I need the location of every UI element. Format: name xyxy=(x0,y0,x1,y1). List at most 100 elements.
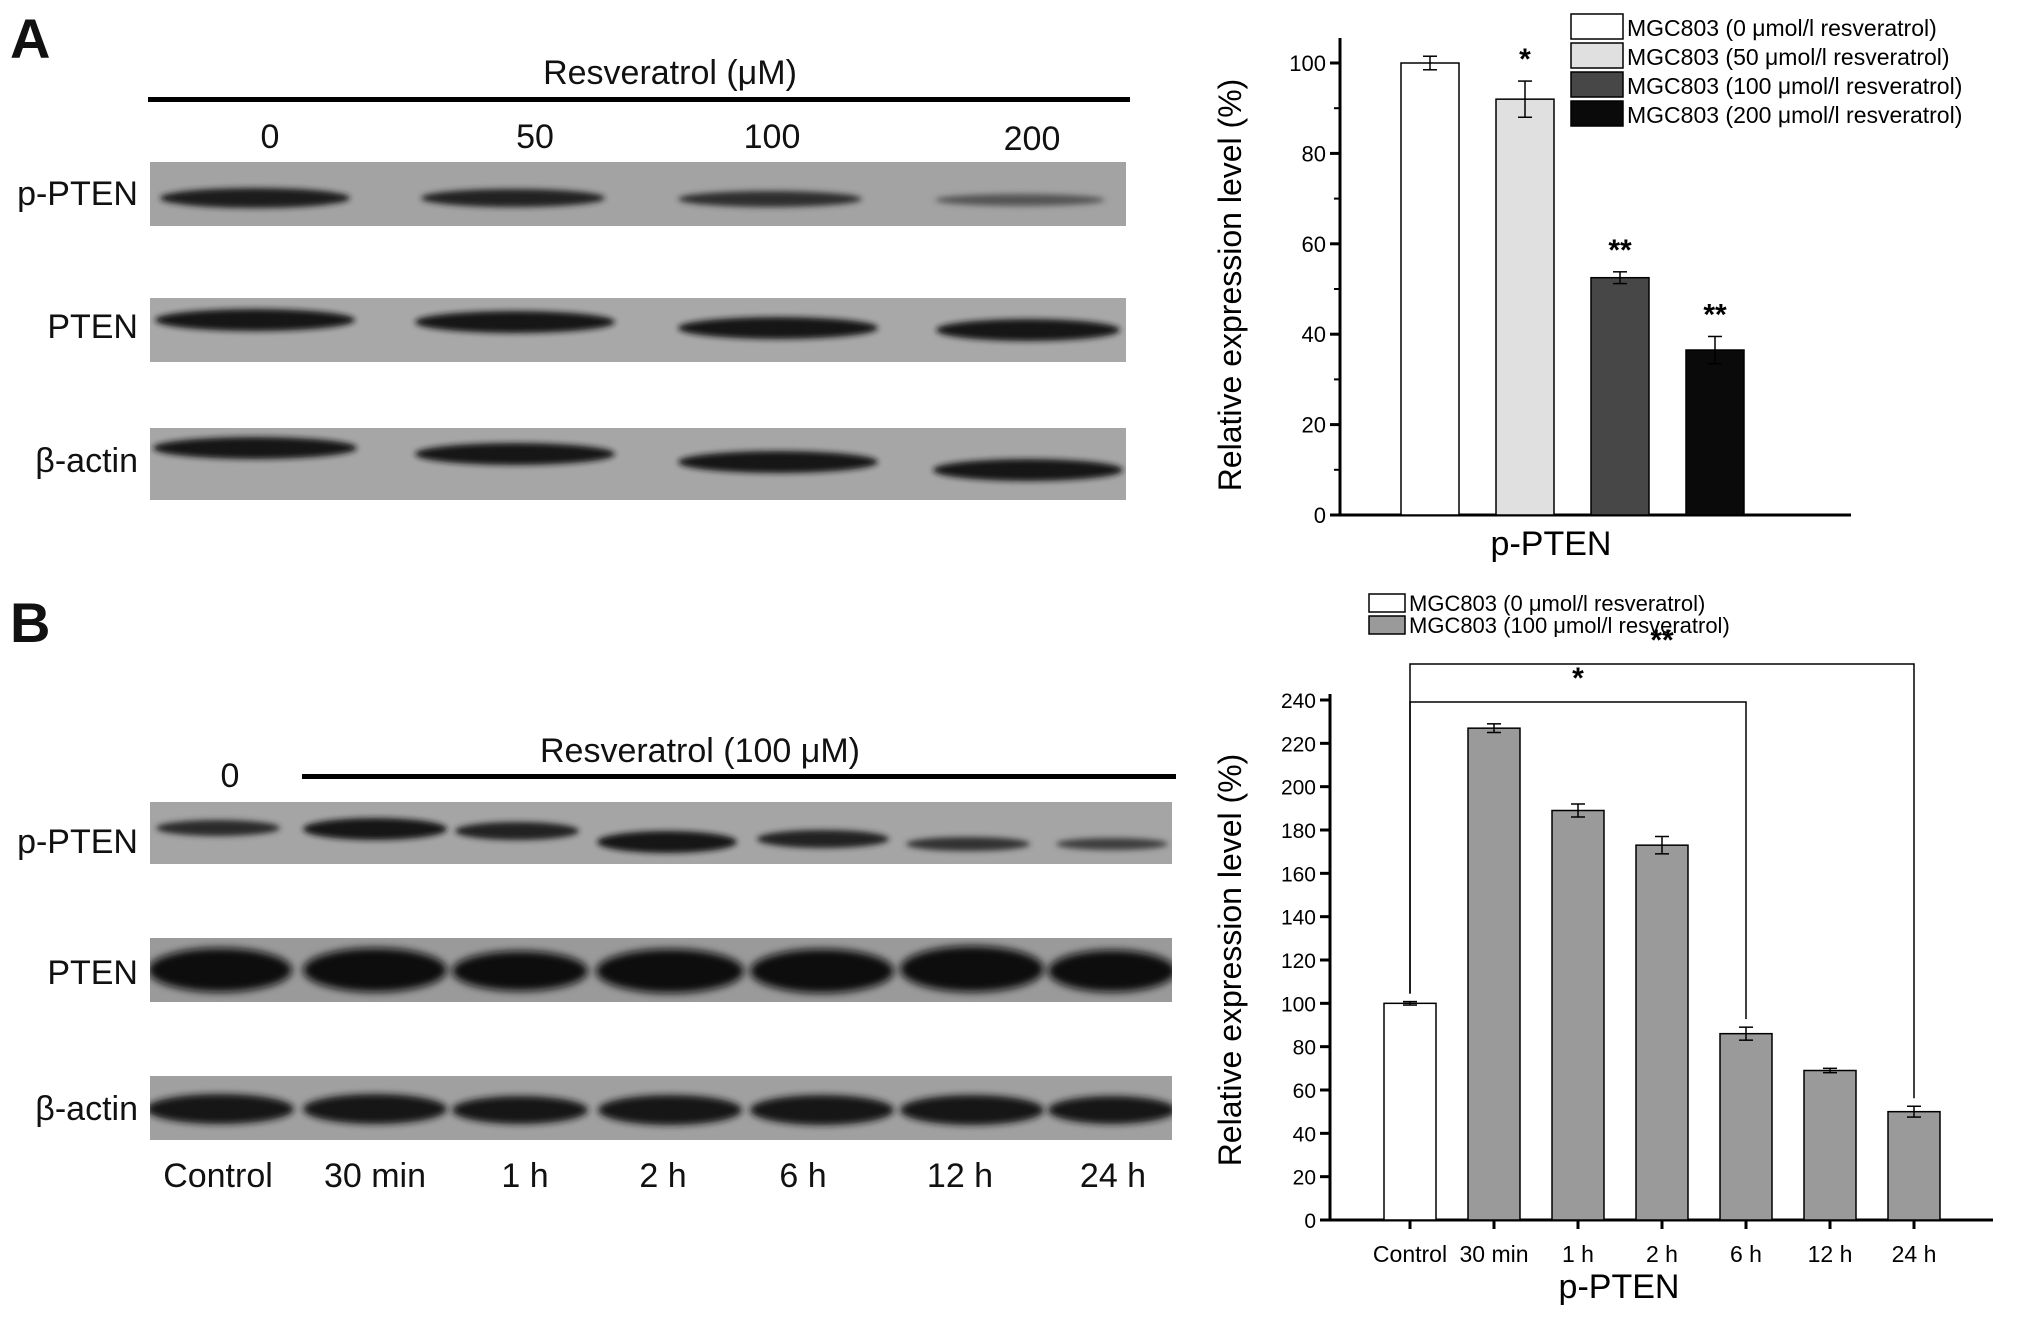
chart-b-y-tick-label: 0 xyxy=(1304,1210,1316,1233)
panel-a-row-label: p-PTEN xyxy=(17,175,138,213)
panel-b-row-label: PTEN xyxy=(47,954,138,992)
blot-band xyxy=(150,948,292,992)
panel-b-row-label: p-PTEN xyxy=(17,823,138,861)
chart-b-x-tick-label: 2 h xyxy=(1646,1241,1678,1267)
blot-band xyxy=(906,837,1030,851)
chart-a-y-tick-label: 100 xyxy=(1289,51,1326,76)
chart-b-y-tick-label: 180 xyxy=(1281,820,1316,843)
chart-a-bar xyxy=(1495,98,1555,516)
chart-b-significance-label: ** xyxy=(1650,624,1674,657)
blot-band xyxy=(678,451,878,473)
chart-b-y-tick-label: 200 xyxy=(1281,777,1316,800)
blot-band xyxy=(597,831,737,853)
chart-a-bar xyxy=(1400,62,1460,516)
blot-band xyxy=(452,951,588,991)
chart-a-legend-label: MGC803 (200 μmol/l resveratrol) xyxy=(1627,102,1962,128)
chart-b-bar xyxy=(1635,844,1689,1221)
chart-b-y-tick-label: 100 xyxy=(1281,993,1316,1016)
chart-b-x-tick-label: 6 h xyxy=(1730,1241,1762,1267)
chart-b-y-tick-label: 40 xyxy=(1293,1123,1316,1146)
blot-band xyxy=(757,830,889,848)
chart-b-y-tick-label: 140 xyxy=(1281,907,1316,930)
panel-a-lane-label: 100 xyxy=(743,118,801,156)
panel-a-lane-label: 50 xyxy=(516,118,554,156)
blot-band xyxy=(1056,838,1168,850)
blot-band xyxy=(933,459,1123,481)
chart-b: Relative expression level (%) p-PTEN 0 20… xyxy=(1212,591,1993,1306)
chart-b-x-tick-label: 1 h xyxy=(1562,1241,1594,1267)
panel-b-blot-pten xyxy=(150,938,1172,1002)
chart-b-bar xyxy=(1803,1069,1857,1221)
blot-band xyxy=(596,949,744,993)
chart-a-significance-label: ** xyxy=(1703,298,1727,331)
chart-a-y-tick-label: 80 xyxy=(1302,141,1326,166)
chart-a-legend-swatch xyxy=(1570,100,1624,127)
blot-band xyxy=(150,1094,294,1124)
chart-b-significance-bracket xyxy=(1409,663,1915,1099)
panel-a-blot-pten xyxy=(150,298,1126,362)
panel-b-lane-label: 2 h xyxy=(639,1157,687,1195)
panel-b-zero-label: 0 xyxy=(220,757,240,795)
chart-a-legend-label: MGC803 (0 μmol/l resveratrol) xyxy=(1627,15,1937,41)
blot-band xyxy=(303,948,447,992)
chart-b-x-tick-label: 30 min xyxy=(1459,1241,1528,1267)
blot-band xyxy=(160,188,350,208)
panel-b-lane-label: 6 h xyxy=(779,1157,827,1195)
chart-b-x-tick-label: 12 h xyxy=(1808,1241,1853,1267)
blot-band xyxy=(678,317,878,339)
blot-band xyxy=(678,191,862,207)
chart-a-legend-swatch xyxy=(1570,13,1624,40)
blot-band xyxy=(750,1095,894,1125)
chart-a-y-tick-label: 20 xyxy=(1302,413,1326,438)
blot-band xyxy=(452,1096,588,1124)
blot-band xyxy=(156,820,280,836)
blot-band xyxy=(900,1095,1044,1125)
chart-a-x-axis-label: p-PTEN xyxy=(1491,525,1612,563)
chart-a-significance-label: ** xyxy=(1608,234,1632,267)
panel-a-lane-label: 0 xyxy=(260,118,280,156)
chart-a-bar xyxy=(1685,349,1745,516)
panel-b-lane-label: 30 min xyxy=(323,1157,427,1195)
chart-b-bar xyxy=(1551,809,1605,1221)
blot-band xyxy=(1048,950,1172,992)
chart-b-y-tick-label: 80 xyxy=(1293,1037,1316,1060)
chart-a: Relative expression level (%) p-PTEN 0 20… xyxy=(1212,13,1962,563)
blot-band xyxy=(155,309,355,331)
chart-a-legend-swatch xyxy=(1570,71,1624,98)
chart-a-y-tick-label: 60 xyxy=(1302,232,1326,257)
chart-b-y-tick-label: 240 xyxy=(1281,690,1316,713)
blot-band xyxy=(455,822,579,840)
chart-b-bar xyxy=(1383,1002,1437,1221)
chart-b-bar xyxy=(1887,1110,1941,1221)
panel-b-treatment-line xyxy=(302,774,1176,779)
blot-band xyxy=(900,946,1044,992)
panel-a-blot-beta-actin xyxy=(150,428,1126,500)
chart-a-bar xyxy=(1590,276,1650,516)
panel-a-treatment-line xyxy=(148,97,1130,102)
panel-b-lane-label: 24 h xyxy=(1079,1157,1147,1195)
chart-b-x-axis-label: p-PTEN xyxy=(1559,1268,1680,1306)
chart-a-legend-label: MGC803 (50 μmol/l resveratrol) xyxy=(1627,44,1950,70)
chart-b-x-tick-label: Control xyxy=(1373,1241,1447,1267)
chart-b-legend-label: MGC803 (100 μmol/l resveratrol) xyxy=(1409,613,1730,638)
chart-b-legend-label: MGC803 (0 μmol/l resveratrol) xyxy=(1409,591,1705,616)
chart-b-x-tick-label: 24 h xyxy=(1892,1241,1937,1267)
chart-b-y-tick-label: 160 xyxy=(1281,863,1316,886)
blot-band xyxy=(598,1095,742,1125)
blot-band xyxy=(415,311,615,333)
panel-a-lane-label: 200 xyxy=(1003,120,1061,158)
blot-band xyxy=(935,194,1105,206)
chart-a-significance-label: * xyxy=(1519,43,1531,76)
chart-a-legend-label: MGC803 (100 μmol/l resveratrol) xyxy=(1627,73,1962,99)
chart-b-significance-label: * xyxy=(1572,662,1584,695)
panel-b-row-label: β-actin xyxy=(35,1090,138,1128)
panel-b-treatment-label: Resveratrol (100 μM) xyxy=(539,732,860,770)
blot-band xyxy=(421,189,605,207)
blot-band xyxy=(1048,1096,1172,1124)
chart-b-y-axis-label: Relative expression level (%) xyxy=(1212,754,1248,1167)
panel-a-blot-p-pten xyxy=(150,162,1126,226)
panel-b-lane-label: Control xyxy=(163,1157,273,1195)
blot-band xyxy=(936,319,1120,341)
blot-band xyxy=(303,818,447,840)
blot-band xyxy=(750,949,894,993)
